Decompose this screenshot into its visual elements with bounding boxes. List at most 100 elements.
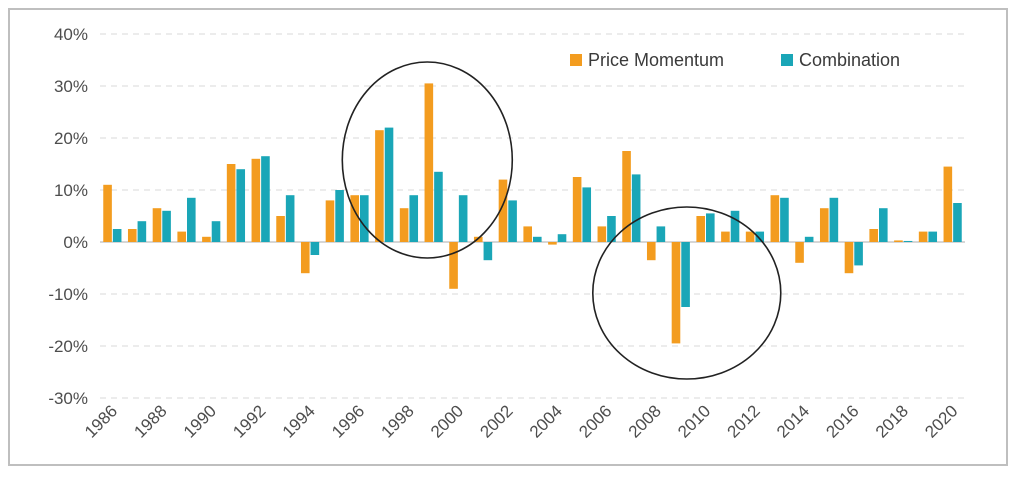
bar-price-momentum-2005 [572,177,582,242]
bar-price-momentum-2006 [597,226,607,242]
bar-combination-2008 [656,226,666,242]
bar-price-momentum-1987 [127,229,137,242]
legend-label-1: Combination [799,50,900,70]
bar-price-momentum-2019 [918,231,928,242]
bar-combination-2007 [631,174,641,242]
bar-price-momentum-2010 [696,216,705,242]
annotations [341,61,782,380]
bar-price-momentum-1988 [152,208,162,242]
bar-combination-2009 [681,242,690,307]
bar-combination-2004 [557,234,567,242]
bar-combination-2011 [730,210,740,242]
x-tick-label: 2016 [822,401,862,441]
bar-combination-2017 [879,208,888,242]
bars [103,83,962,344]
bar-price-momentum-1986 [103,184,112,242]
bar-price-momentum-1999 [424,83,434,243]
y-tick-label: -10% [48,285,88,304]
x-tick-label: 1998 [378,401,418,441]
bar-combination-2019 [928,231,938,242]
bar-combination-1991 [236,169,246,242]
bar-combination-2000 [458,195,468,242]
bar-price-momentum-2015 [819,208,829,242]
x-tick-label: 2018 [872,401,912,441]
bar-price-momentum-1989 [177,231,186,242]
x-tick-label: 2006 [575,401,615,441]
y-tick-label: 10% [54,181,88,200]
bar-price-momentum-2018 [894,240,903,242]
x-tick-label: 2004 [526,401,566,441]
bar-price-momentum-2007 [622,151,631,242]
bar-price-momentum-2017 [869,229,878,242]
y-tick-label: 20% [54,129,88,148]
bar-price-momentum-1998 [399,208,409,242]
x-tick-label: 1994 [279,401,319,441]
bar-price-momentum-1995 [325,200,335,242]
bar-price-momentum-1991 [226,164,236,242]
y-axis-ticks: -30% -20% -10% 0% 10% 20% 30% 40% [48,25,88,408]
bar-combination-2006 [607,216,616,242]
bar-combination-2013 [780,197,789,242]
x-tick-label: 2014 [773,401,813,441]
bar-price-momentum-1996 [350,195,359,242]
legend-swatch-0 [570,54,582,66]
bar-combination-2002 [508,200,517,242]
bar-combination-1989 [187,197,196,242]
bar-combination-2012 [755,231,765,242]
legend-swatch-1 [781,54,793,66]
bar-combination-1988 [162,210,171,242]
bar-price-momentum-1994 [300,242,310,274]
x-tick-label: 2012 [724,401,764,441]
bar-price-momentum-1993 [276,216,285,242]
x-tick-label: 2010 [674,401,714,441]
legend: Price Momentum Combination [570,50,900,70]
bar-combination-2005 [582,187,592,242]
y-tick-label: 30% [54,77,88,96]
bar-combination-2001 [483,242,493,261]
x-tick-label: 1990 [180,401,220,441]
bar-price-momentum-2004 [548,242,557,245]
y-tick-label: 0% [63,233,88,252]
bar-price-momentum-2003 [523,226,532,242]
bar-combination-1995 [335,190,344,242]
x-tick-label: 1996 [328,401,368,441]
bar-price-momentum-2012 [745,231,755,242]
bar-price-momentum-1997 [375,130,384,242]
bar-price-momentum-2020 [943,166,953,242]
bar-price-momentum-2000 [449,242,458,289]
bar-combination-1998 [409,195,419,242]
legend-label-0: Price Momentum [588,50,724,70]
bar-price-momentum-2008 [646,242,656,261]
bar-combination-2010 [706,213,715,242]
bar-price-momentum-2011 [721,231,730,242]
bar-combination-2016 [854,242,863,266]
bar-combination-1996 [360,195,369,242]
y-tick-label: -20% [48,337,88,356]
bar-chart: -30% -20% -10% 0% 10% 20% 30% 40% 1986 1988 1990 1… [48,25,965,442]
bar-combination-1986 [112,229,122,242]
x-tick-label: 1992 [229,401,269,441]
bar-combination-1994 [310,242,320,255]
chart-frame: -30% -20% -10% 0% 10% 20% 30% 40% 1986 1988 1990 1… [8,8,1008,466]
bar-combination-1987 [137,221,147,242]
y-tick-label: -30% [48,389,88,408]
bar-combination-2020 [953,203,962,242]
annotation-ellipse-1 [341,61,514,259]
bar-price-momentum-2013 [770,195,780,242]
bar-price-momentum-1992 [251,158,261,242]
bar-combination-2014 [804,236,814,242]
bar-combination-1990 [211,221,221,242]
bar-combination-2003 [533,236,542,242]
x-axis-ticks: 1986 1988 1990 1992 1994 1996 1998 2000 2002 2004… [81,401,961,441]
bar-combination-1992 [261,156,270,242]
x-tick-label: 2008 [625,401,665,441]
bar-price-momentum-2009 [671,242,681,344]
bar-combination-1997 [384,127,394,242]
bar-combination-2018 [903,240,913,242]
bar-combination-1993 [285,195,295,242]
x-tick-label: 2020 [921,401,961,441]
x-tick-label: 1988 [130,401,170,441]
bar-price-momentum-2016 [844,242,854,274]
annotation-ellipse-2 [591,206,782,380]
bar-combination-1999 [434,171,443,242]
